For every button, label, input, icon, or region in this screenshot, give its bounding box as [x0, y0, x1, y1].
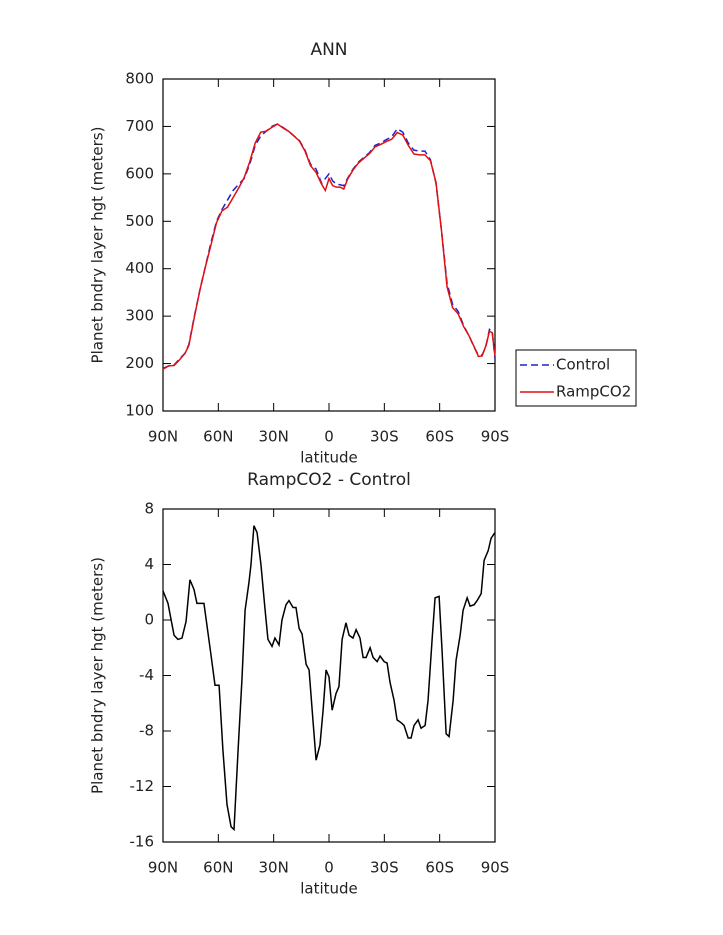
y-tick-label: 300: [125, 307, 154, 325]
x-tick-label: 0: [324, 859, 334, 877]
y-tick-label: 8: [144, 500, 154, 518]
y-tick-label: 500: [125, 212, 154, 230]
y-tick-label: 200: [125, 354, 154, 372]
y-tick-label: 0: [144, 611, 154, 629]
x-tick-label: 90N: [148, 859, 178, 877]
y-tick-label: -8: [139, 722, 154, 740]
y-axis-label: Planet bndry layer hgt (meters): [89, 557, 107, 794]
x-tick-label: 60N: [203, 859, 233, 877]
legend-label: Control: [556, 356, 610, 374]
x-tick-label: 90S: [481, 428, 510, 446]
x-tick-label: 60N: [203, 428, 233, 446]
x-axis-label: latitude: [300, 880, 358, 898]
data-line: [162, 123, 496, 370]
chart-title: RampCO2 - Control: [247, 470, 411, 490]
x-axis-label: latitude: [300, 449, 358, 467]
legend-box: [515, 349, 637, 407]
y-tick-label: 800: [125, 70, 154, 88]
plot-frame: [162, 78, 496, 412]
legend-label: RampCO2: [556, 383, 631, 401]
x-tick-label: 30N: [259, 428, 289, 446]
y-tick-label: 4: [144, 555, 154, 573]
y-tick-label: 400: [125, 259, 154, 277]
chart-title: ANN: [310, 40, 347, 60]
data-line: [162, 525, 496, 832]
x-tick-label: 60S: [425, 859, 454, 877]
y-tick-label: -16: [130, 833, 155, 851]
y-axis-label: Planet bndry layer hgt (meters): [89, 127, 107, 364]
x-tick-label: 90S: [481, 859, 510, 877]
x-tick-label: 60S: [425, 428, 454, 446]
y-tick-label: 700: [125, 117, 154, 135]
x-tick-label: 30S: [370, 428, 399, 446]
y-tick-label: 600: [125, 164, 154, 182]
x-tick-label: 0: [324, 428, 334, 446]
y-tick-label: -4: [139, 666, 154, 684]
x-tick-label: 90N: [148, 428, 178, 446]
x-tick-label: 30N: [259, 859, 289, 877]
y-tick-label: -12: [130, 777, 155, 795]
data-line: [162, 123, 496, 369]
x-tick-label: 30S: [370, 859, 399, 877]
y-tick-label: 100: [125, 402, 154, 420]
